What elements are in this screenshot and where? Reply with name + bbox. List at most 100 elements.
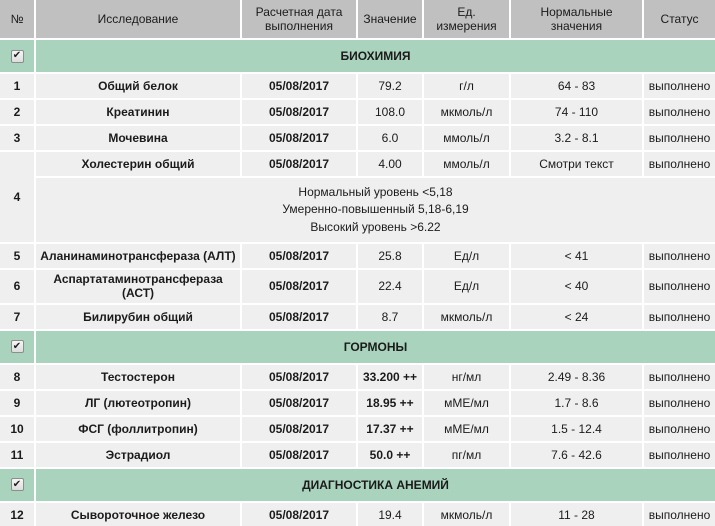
cell-normal-range: 64 - 83 — [511, 74, 642, 98]
row-content: Общий белок 05/08/2017 79.2 г/л 64 - 83 выпол… — [36, 74, 715, 98]
status-badge: выполнено — [644, 502, 715, 526]
row-number: 11 — [0, 442, 34, 467]
cell-date: 05/08/2017 — [242, 364, 356, 389]
section-select-cell: ✔ — [0, 40, 34, 72]
table-row: 8 Тестостерон 05/08/2017 33.200 ++ нг/мл 2.49… — [0, 364, 715, 389]
table-row: 7 Билирубин общий 05/08/2017 8.7 мкмоль/л < 2… — [0, 304, 715, 329]
status-badge: выполнено — [644, 364, 715, 389]
cell-unit: ммоль/л — [424, 126, 509, 150]
cell-value: 108.0 — [358, 100, 422, 124]
column-header-value: Значение — [358, 0, 422, 38]
row-content: Билирубин общий 05/08/2017 8.7 мкмоль/л < 24… — [36, 304, 715, 329]
row-number: 3 — [0, 126, 34, 150]
comment-cell: Нормальный уровень <5,18 Умеренно-повышен… — [36, 178, 715, 242]
cell-value: 22.4 — [358, 270, 422, 303]
table-row: 10 ФСГ (фоллитропин) 05/08/2017 17.37 ++ мМЕ… — [0, 416, 715, 441]
cell-value: 4.00 — [358, 152, 422, 176]
row-number: 7 — [0, 304, 34, 329]
cell-value: 18.95 ++ — [358, 390, 422, 415]
status-badge: выполнено — [644, 74, 715, 98]
cell-unit: мМЕ/мл — [424, 416, 509, 441]
cell-normal-range: Смотри текст — [511, 152, 642, 176]
cell-normal-range: 1.7 - 8.6 — [511, 390, 642, 415]
row-number: 8 — [0, 364, 34, 389]
row-number: 6 — [0, 270, 34, 303]
cell-value: 25.8 — [358, 244, 422, 268]
row-main-cells: Холестерин общий 05/08/2017 4.00 ммоль/л Смо… — [36, 152, 715, 176]
table-header-row: № Исследование Расчетная дата выполнения… — [0, 0, 715, 38]
cell-normal-range: 74 - 110 — [511, 100, 642, 124]
row-content: Сывороточное железо 05/08/2017 19.4 мкмоль/… — [36, 502, 715, 526]
row-main-cells: Аспартатаминотрансфераза (АСТ) 05/08/2017… — [36, 270, 715, 303]
cell-date: 05/08/2017 — [242, 152, 356, 176]
status-badge: выполнено — [644, 152, 715, 176]
cell-normal-range: < 41 — [511, 244, 642, 268]
row-content: Креатинин 05/08/2017 108.0 мкмоль/л 74 - 110… — [36, 100, 715, 124]
cell-test-name: ФСГ (фоллитропин) — [36, 416, 240, 441]
row-number: 2 — [0, 100, 34, 124]
section-row: ✔ БИОХИМИЯ — [0, 40, 715, 72]
row-main-cells: Эстрадиол 05/08/2017 50.0 ++ пг/мл 7.6 - 42.… — [36, 442, 715, 467]
cell-test-name: Общий белок — [36, 74, 240, 98]
row-main-cells: Билирубин общий 05/08/2017 8.7 мкмоль/л < 24… — [36, 304, 715, 329]
row-main-cells: ФСГ (фоллитропин) 05/08/2017 17.37 ++ мМЕ/м… — [36, 416, 715, 441]
cell-unit: пг/мл — [424, 442, 509, 467]
status-badge: выполнено — [644, 100, 715, 124]
cell-date: 05/08/2017 — [242, 126, 356, 150]
row-content: ЛГ (лютеотропин) 05/08/2017 18.95 ++ мМЕ/мл… — [36, 390, 715, 415]
comment-line: Высокий уровень >6.22 — [310, 219, 441, 234]
cell-value: 8.7 — [358, 304, 422, 329]
cell-unit: ммоль/л — [424, 152, 509, 176]
cell-date: 05/08/2017 — [242, 442, 356, 467]
status-badge: выполнено — [644, 442, 715, 467]
column-header-normal: Нормальные значения — [511, 0, 642, 38]
cell-test-name: Аланинаминотрансфераза (АЛТ) — [36, 244, 240, 268]
row-content: Аланинаминотрансфераза (АЛТ) 05/08/2017 25… — [36, 244, 715, 268]
table-row: 12 Сывороточное железо 05/08/2017 19.4 мкмол… — [0, 502, 715, 526]
checkbox-checked-icon[interactable]: ✔ — [10, 49, 24, 63]
checkbox-checked-icon[interactable]: ✔ — [10, 478, 24, 492]
row-content: Эстрадиол 05/08/2017 50.0 ++ пг/мл 7.6 - 42.… — [36, 442, 715, 467]
cell-date: 05/08/2017 — [242, 100, 356, 124]
cell-value: 33.200 ++ — [358, 364, 422, 389]
row-main-cells: Общий белок 05/08/2017 79.2 г/л 64 - 83 выпол… — [36, 74, 715, 98]
table-row: 1 Общий белок 05/08/2017 79.2 г/л 64 - 83 выпо… — [0, 74, 715, 98]
row-content: Тестостерон 05/08/2017 33.200 ++ нг/мл 2.49 … — [36, 364, 715, 389]
column-header-unit: Ед. измерения — [424, 0, 509, 38]
row-number: 9 — [0, 390, 34, 415]
cell-test-name: Аспартатаминотрансфераза (АСТ) — [36, 270, 240, 303]
row-content: ФСГ (фоллитропин) 05/08/2017 17.37 ++ мМЕ/м… — [36, 416, 715, 441]
row-main-cells: Аланинаминотрансфераза (АЛТ) 05/08/2017 25… — [36, 244, 715, 268]
cell-date: 05/08/2017 — [242, 304, 356, 329]
cell-normal-range: < 40 — [511, 270, 642, 303]
table-row: 6 Аспартатаминотрансфераза (АСТ) 05/08/201… — [0, 270, 715, 303]
cell-test-name: Мочевина — [36, 126, 240, 150]
column-header-status: Статус — [644, 0, 715, 38]
row-number: 1 — [0, 74, 34, 98]
column-header-num: № — [0, 0, 34, 38]
cell-normal-range: 1.5 - 12.4 — [511, 416, 642, 441]
cell-normal-range: 11 - 28 — [511, 502, 642, 526]
section-title: ДИАГНОСТИКА АНЕМИЙ — [36, 468, 715, 501]
table-row: 11 Эстрадиол 05/08/2017 50.0 ++ пг/мл 7.6 - 4… — [0, 442, 715, 467]
row-content: Холестерин общий 05/08/2017 4.00 ммоль/л Смо… — [36, 152, 715, 242]
status-badge: выполнено — [644, 390, 715, 415]
cell-test-name: Тестостерон — [36, 364, 240, 389]
cell-unit: мМЕ/мл — [424, 390, 509, 415]
cell-normal-range: 2.49 - 8.36 — [511, 364, 642, 389]
status-badge: выполнено — [644, 304, 715, 329]
section-select-cell: ✔ — [0, 330, 34, 363]
row-content: Аспартатаминотрансфераза (АСТ) 05/08/2017… — [36, 270, 715, 303]
cell-date: 05/08/2017 — [242, 270, 356, 303]
status-badge: выполнено — [644, 244, 715, 268]
section-select-cell: ✔ — [0, 468, 34, 501]
table-row: 2 Креатинин 05/08/2017 108.0 мкмоль/л 74 - 11… — [0, 100, 715, 124]
table-row: 4 Холестерин общий 05/08/2017 4.00 ммоль/л См… — [0, 152, 715, 242]
table-row: 9 ЛГ (лютеотропин) 05/08/2017 18.95 ++ мМЕ/м… — [0, 390, 715, 415]
cell-unit: Ед/л — [424, 270, 509, 303]
row-number: 4 — [0, 152, 34, 242]
cell-unit: мкмоль/л — [424, 304, 509, 329]
column-header-date: Расчетная дата выполнения — [242, 0, 356, 38]
checkbox-checked-icon[interactable]: ✔ — [10, 340, 24, 354]
